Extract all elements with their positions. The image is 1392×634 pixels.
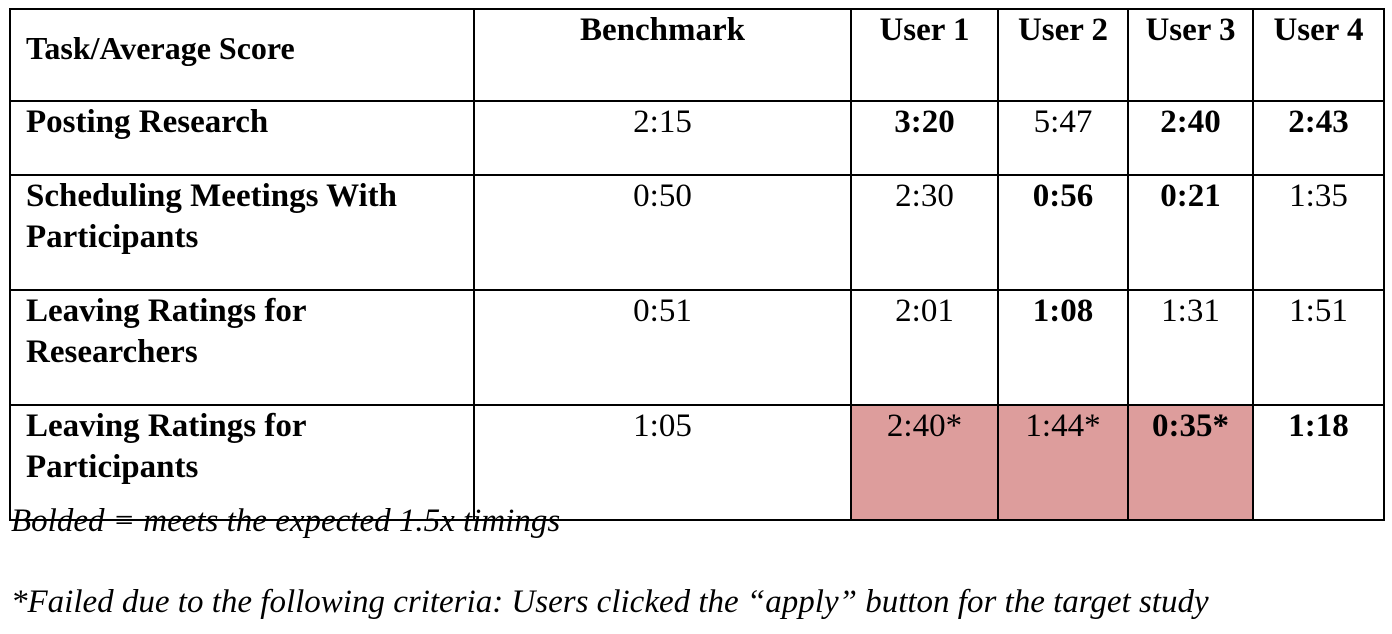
header-user-1: User 1 — [850, 8, 999, 102]
user-4-time: 1:51 — [1252, 289, 1385, 406]
user-2-time: 1:44* — [997, 404, 1129, 521]
user-2-time: 5:47 — [997, 100, 1129, 176]
header-benchmark: Benchmark — [473, 8, 852, 102]
user-1-time: 3:20 — [850, 100, 999, 176]
user-2-time: 0:56 — [997, 174, 1129, 291]
benchmark-time: 2:15 — [473, 100, 852, 176]
header-user-3: User 3 — [1127, 8, 1254, 102]
user-4-time: 1:18 — [1252, 404, 1385, 521]
header-task: Task/Average Score — [9, 8, 475, 102]
table-row: Posting Research 2:15 3:20 5:47 2:40 2:4… — [9, 100, 1385, 176]
user-1-time: 2:30 — [850, 174, 999, 291]
task-name: Scheduling Meetings With Participants — [9, 174, 475, 291]
header-row: Task/Average Score Benchmark User 1 User… — [9, 8, 1385, 102]
failure-criteria-note: *Failed due to the following criteria: U… — [11, 584, 1209, 620]
task-name: Leaving Ratings for Researchers — [9, 289, 475, 406]
user-2-time: 1:08 — [997, 289, 1129, 406]
header-user-4: User 4 — [1252, 8, 1385, 102]
user-4-time: 2:43 — [1252, 100, 1385, 176]
table-row: Scheduling Meetings With Participants 0:… — [9, 174, 1385, 291]
task-name: Leaving Ratings for Participants — [9, 404, 475, 521]
benchmark-time: 1:05 — [473, 404, 852, 521]
user-3-time: 1:31 — [1127, 289, 1254, 406]
user-3-time: 0:35* — [1127, 404, 1254, 521]
task-name: Posting Research — [9, 100, 475, 176]
table-row: Leaving Ratings for Researchers 0:51 2:0… — [9, 289, 1385, 406]
user-3-time: 0:21 — [1127, 174, 1254, 291]
table-row: Leaving Ratings for Participants 1:05 2:… — [9, 404, 1385, 521]
bold-legend-note: Bolded = meets the expected 1.5x timings — [11, 503, 561, 539]
timing-table: Task/Average Score Benchmark User 1 User… — [9, 8, 1385, 521]
table-notes: Bolded = meets the expected 1.5x timings… — [11, 501, 1381, 622]
user-1-time: 2:01 — [850, 289, 999, 406]
user-1-time: 2:40* — [850, 404, 999, 521]
user-4-time: 1:35 — [1252, 174, 1385, 291]
benchmark-time: 0:51 — [473, 289, 852, 406]
user-3-time: 2:40 — [1127, 100, 1254, 176]
header-user-2: User 2 — [997, 8, 1129, 102]
benchmark-time: 0:50 — [473, 174, 852, 291]
